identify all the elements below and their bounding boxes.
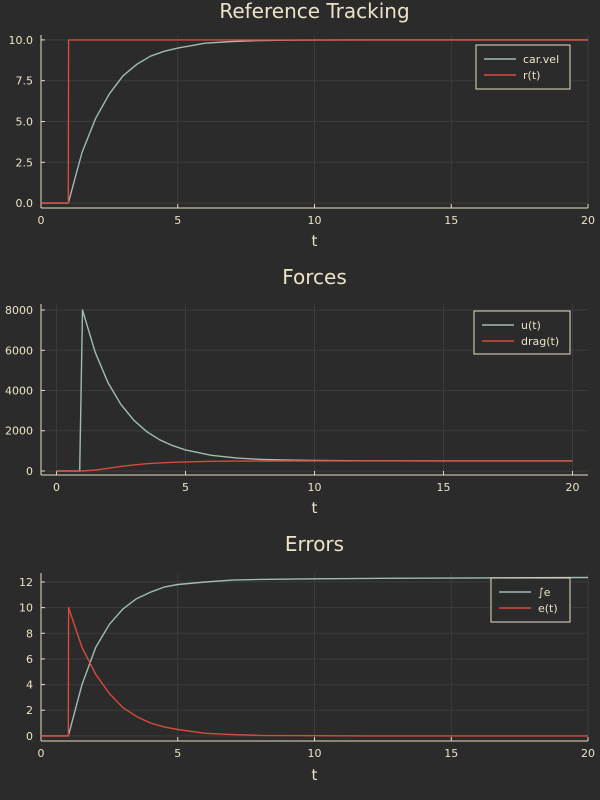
series-line-2 bbox=[41, 39, 588, 204]
y-tick-label: 2.5 bbox=[16, 156, 34, 169]
legend-box bbox=[490, 577, 571, 623]
x-tick-label: 0 bbox=[38, 214, 45, 227]
x-tick-label: 20 bbox=[581, 214, 595, 227]
legend-label: u(t) bbox=[521, 319, 541, 332]
legend-box bbox=[475, 44, 571, 90]
legend-label: e(t) bbox=[538, 602, 558, 615]
x-tick-label: 0 bbox=[38, 747, 45, 760]
y-tick-label: 6 bbox=[26, 653, 33, 666]
x-tick-label: 5 bbox=[182, 481, 189, 494]
y-tick-label: 0 bbox=[26, 730, 33, 743]
y-tick-label: 0 bbox=[26, 465, 33, 478]
x-axis-label: t bbox=[312, 766, 318, 784]
y-tick-label: 8000 bbox=[5, 304, 33, 317]
x-tick-label: 10 bbox=[308, 747, 322, 760]
x-tick-label: 0 bbox=[53, 481, 60, 494]
x-tick-label: 15 bbox=[437, 481, 451, 494]
series-line-1 bbox=[41, 576, 589, 737]
legend-box bbox=[473, 310, 571, 355]
series-line-2 bbox=[56, 460, 573, 472]
x-tick-label: 15 bbox=[444, 747, 458, 760]
y-tick-label: 6000 bbox=[5, 344, 33, 357]
x-tick-label: 15 bbox=[444, 214, 458, 227]
plot-title: Forces bbox=[282, 265, 347, 289]
legend-label: drag(t) bbox=[521, 335, 559, 348]
y-tick-label: 8 bbox=[26, 627, 33, 640]
x-tick-label: 10 bbox=[308, 481, 322, 494]
subplot-3: 0 5 10 15 20 0 2 4 6 8 10 12 Errors t ∫e e(t) bbox=[19, 532, 595, 784]
y-tick-label: 12 bbox=[19, 576, 33, 589]
y-tick-label: 2000 bbox=[5, 425, 33, 438]
y-tick-label: 10.0 bbox=[9, 34, 34, 47]
x-tick-label: 5 bbox=[174, 214, 181, 227]
x-tick-label: 5 bbox=[174, 747, 181, 760]
x-tick-label: 10 bbox=[308, 214, 322, 227]
y-tick-label: 7.5 bbox=[16, 75, 34, 88]
legend-label: car.vel bbox=[523, 53, 559, 66]
x-tick-label: 20 bbox=[581, 747, 595, 760]
y-tick-label: 10 bbox=[19, 602, 33, 615]
x-axis-label: t bbox=[312, 232, 318, 250]
legend-label: ∫e bbox=[538, 586, 551, 599]
y-tick-label: 5.0 bbox=[16, 116, 34, 129]
subplot-2: 0 5 10 15 20 0 2000 4000 6000 8000 Forces t u(t) drag… bbox=[5, 265, 588, 517]
x-axis-label: t bbox=[312, 499, 318, 517]
x-tick-label: 20 bbox=[566, 481, 580, 494]
plot-title: Errors bbox=[285, 532, 344, 556]
y-tick-label: 0.0 bbox=[16, 197, 34, 210]
series-line-2 bbox=[41, 606, 588, 737]
legend-label: r(t) bbox=[523, 69, 540, 82]
y-tick-label: 4 bbox=[26, 679, 33, 692]
y-tick-label: 2 bbox=[26, 704, 33, 717]
y-tick-label: 4000 bbox=[5, 385, 33, 398]
subplot-1: 0 5 10 15 20 0.0 2.5 5.0 7.5 10.0 Reference Tracki… bbox=[9, 0, 596, 250]
plot-title: Reference Tracking bbox=[219, 0, 409, 23]
